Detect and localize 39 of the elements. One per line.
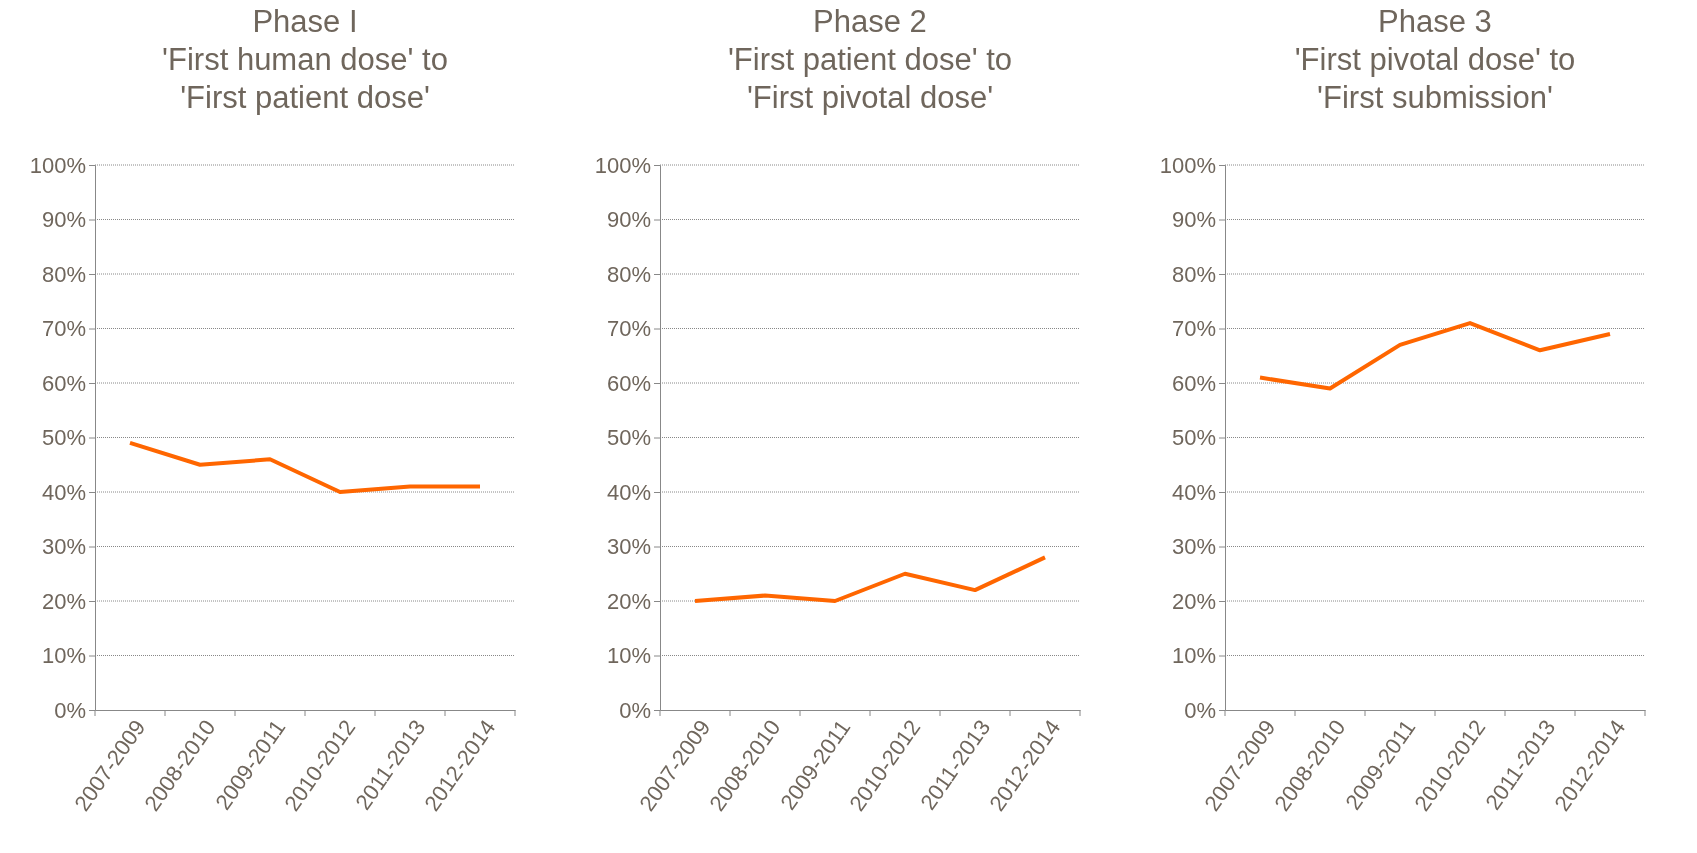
y-tick-label: 100% [29, 152, 86, 178]
y-tick-label: 70% [41, 316, 86, 342]
chart-title: Phase 2 'First patient dose' to 'First pivotal dose' [727, 4, 1013, 115]
y-tick-label: 20% [41, 588, 86, 614]
y-tick-label: 0% [54, 697, 86, 723]
y-tick-label: 40% [1171, 479, 1216, 505]
y-tick-label: 90% [606, 207, 651, 233]
y-tick-label: 0% [1184, 697, 1216, 723]
line-series [693, 555, 1047, 603]
y-tick-label: 0% [619, 697, 651, 723]
y-tick-label: 80% [1171, 261, 1216, 287]
y-tick-label: 10% [606, 643, 651, 669]
y-tick-label: 70% [1171, 316, 1216, 342]
y-tick-label: 50% [41, 425, 86, 451]
y-tick-label: 90% [1171, 207, 1216, 233]
y-tick-label: 100% [1159, 152, 1216, 178]
y-tick-label: 30% [1171, 534, 1216, 560]
y-tick-label: 20% [1171, 588, 1216, 614]
line-series [1258, 321, 1612, 391]
y-tick-label: 40% [41, 479, 86, 505]
chart-title: Phase 3 'First pivotal dose' to 'First submission' [1294, 4, 1576, 115]
y-tick-label: 20% [606, 588, 651, 614]
y-tick-label: 50% [1171, 425, 1216, 451]
y-tick-label: 40% [606, 479, 651, 505]
y-tick-label: 100% [594, 152, 651, 178]
y-tick-label: 10% [41, 643, 86, 669]
y-tick-label: 80% [606, 261, 651, 287]
y-tick-label: 30% [41, 534, 86, 560]
y-tick-label: 50% [606, 425, 651, 451]
chart-title: Phase I 'First human dose' to 'First patient dose' [162, 4, 448, 115]
y-tick-label: 60% [1171, 370, 1216, 396]
y-tick-label: 10% [1171, 643, 1216, 669]
y-tick-label: 30% [606, 534, 651, 560]
y-tick-label: 60% [41, 370, 86, 396]
line-series [128, 440, 482, 494]
y-tick-label: 60% [606, 370, 651, 396]
y-tick-label: 90% [41, 207, 86, 233]
y-tick-label: 80% [41, 261, 86, 287]
y-tick-label: 70% [606, 316, 651, 342]
